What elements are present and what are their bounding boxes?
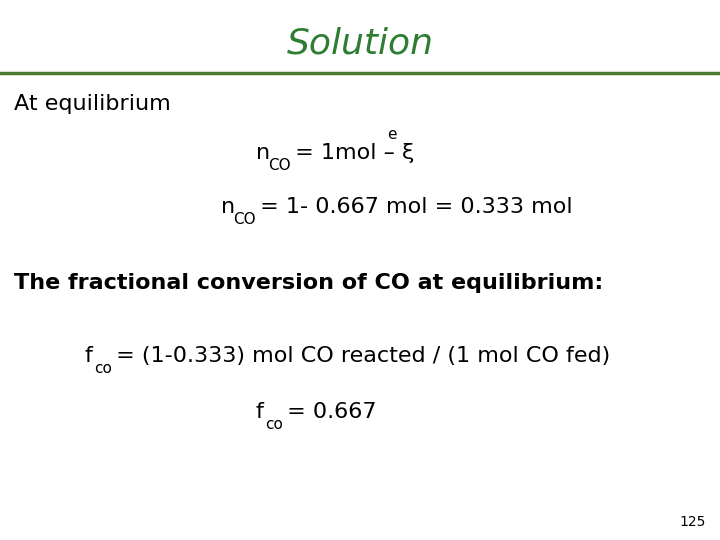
Text: CO: CO <box>268 158 290 173</box>
Text: At equilibrium: At equilibrium <box>14 94 171 114</box>
Text: 125: 125 <box>679 515 706 529</box>
Text: f: f <box>85 346 93 366</box>
Text: co: co <box>265 417 283 433</box>
Text: = 1mol – ξ: = 1mol – ξ <box>288 143 415 163</box>
Text: Solution: Solution <box>287 27 433 61</box>
Text: n: n <box>256 143 270 163</box>
Text: CO: CO <box>233 212 256 227</box>
Text: = 1- 0.667 mol = 0.333 mol: = 1- 0.667 mol = 0.333 mol <box>253 197 573 217</box>
Text: f: f <box>256 402 264 422</box>
Text: e: e <box>387 127 397 142</box>
Text: = 0.667: = 0.667 <box>280 402 377 422</box>
Text: n: n <box>221 197 235 217</box>
Text: The fractional conversion of CO at equilibrium:: The fractional conversion of CO at equil… <box>14 273 603 293</box>
Text: = (1-0.333) mol CO reacted / (1 mol CO fed): = (1-0.333) mol CO reacted / (1 mol CO f… <box>109 346 611 366</box>
Text: co: co <box>94 361 112 376</box>
